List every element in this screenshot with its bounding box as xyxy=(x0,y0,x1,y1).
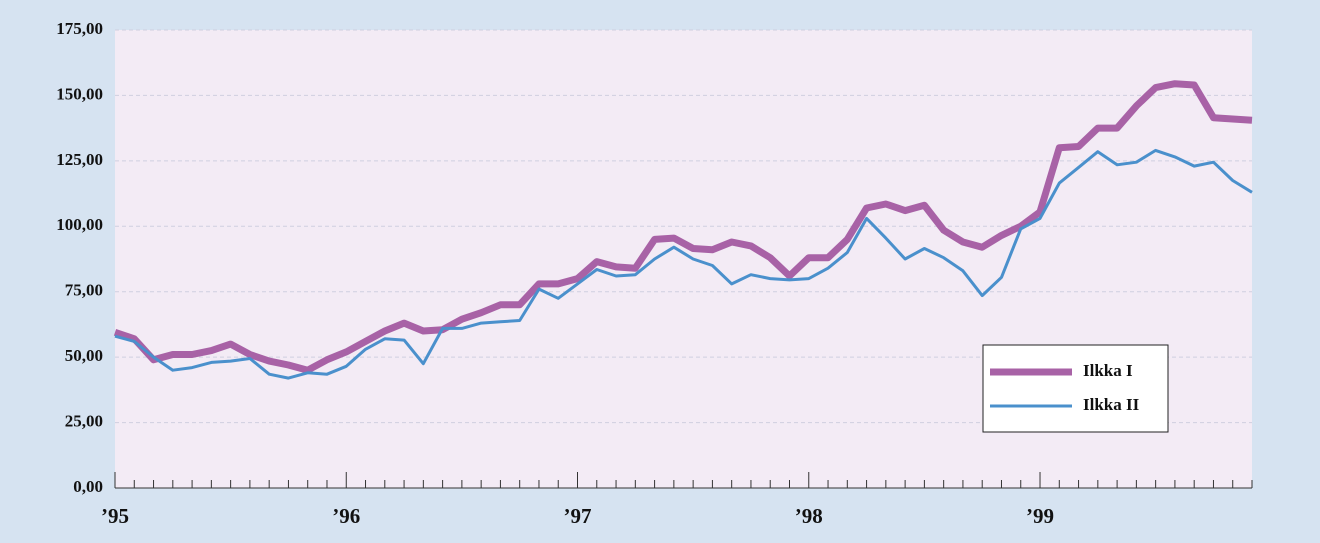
line-series xyxy=(114,148,1253,380)
y-tick-label: 0,00 xyxy=(73,477,103,496)
legend: Ilkka I Ilkka II xyxy=(982,344,1169,433)
line-series xyxy=(113,80,1253,374)
legend-label: Ilkka I xyxy=(1083,361,1133,380)
y-tick-label: 75,00 xyxy=(65,281,103,300)
legend-box xyxy=(982,344,1169,433)
legend-label: Ilkka II xyxy=(1083,395,1140,414)
y-tick-label: 50,00 xyxy=(65,346,103,365)
y-tick-label: 25,00 xyxy=(65,411,103,430)
y-tick-label: 100,00 xyxy=(56,215,103,234)
x-tick-label: ’98 xyxy=(795,504,823,528)
x-tick-label: ’97 xyxy=(564,504,592,528)
y-tick-label: 125,00 xyxy=(56,150,103,169)
x-tick-label: ’96 xyxy=(332,504,360,528)
x-tick-label: ’95 xyxy=(101,504,129,528)
y-tick-label: 150,00 xyxy=(56,84,103,103)
x-tick-label: ’99 xyxy=(1026,504,1054,528)
y-tick-label: 175,00 xyxy=(56,19,103,38)
